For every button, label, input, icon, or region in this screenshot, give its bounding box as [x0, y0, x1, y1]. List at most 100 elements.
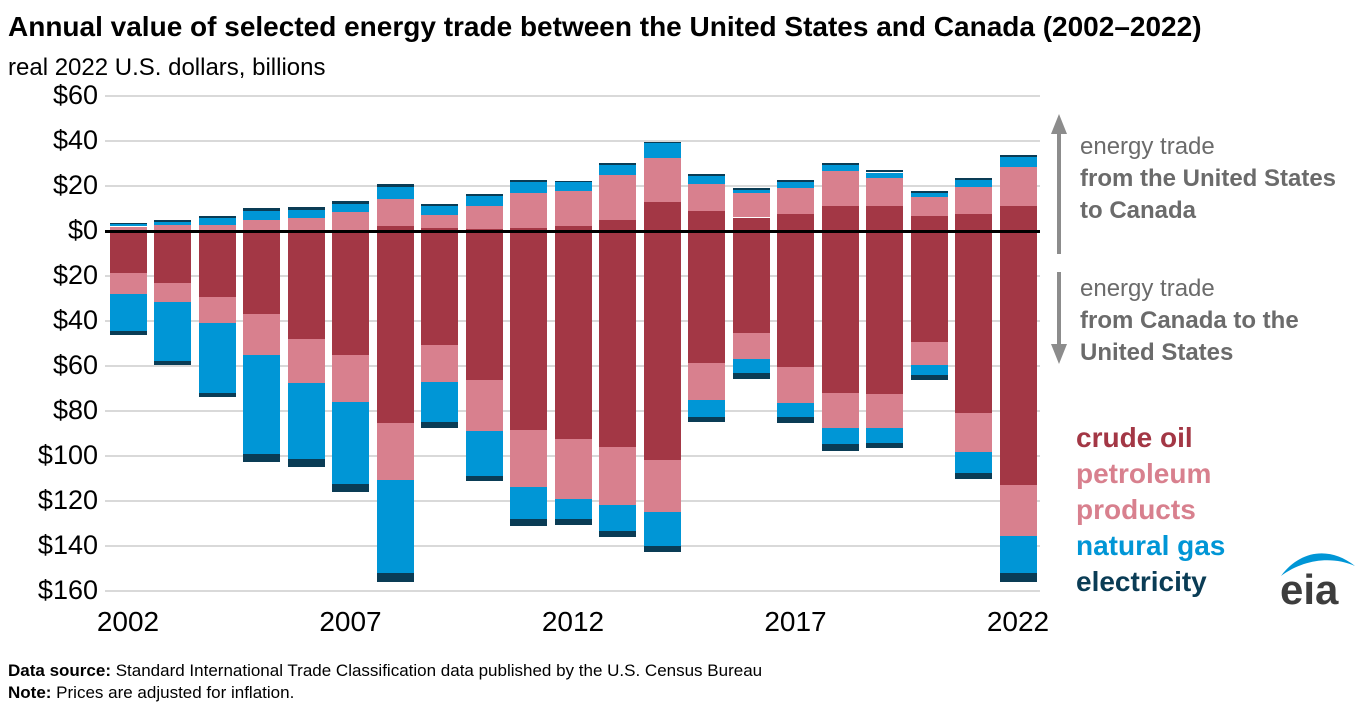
- bar-segment: [643, 201, 681, 231]
- bar-segment: [465, 379, 503, 431]
- annotation-imports-bold: from Canada to the United States: [1080, 307, 1299, 366]
- bar-segment: [332, 402, 369, 485]
- bar-segment: [510, 182, 547, 193]
- bar-segment: [510, 519, 547, 526]
- bar-segment: [243, 219, 280, 231]
- arrow-up-icon: [1051, 114, 1067, 254]
- bar-segment: [332, 484, 369, 493]
- bar-segment: [198, 323, 236, 393]
- bar-segment: [955, 231, 992, 414]
- bar-segment: [554, 438, 592, 499]
- bar-segment: [866, 231, 903, 394]
- bar-segment: [999, 485, 1037, 537]
- bar-segment: [198, 392, 236, 398]
- bar-segment: [999, 166, 1037, 206]
- bar-segment: [910, 365, 948, 375]
- bar-segment: [510, 486, 547, 520]
- bar-segment: [688, 362, 725, 400]
- bar-segment: [732, 333, 770, 359]
- bar-segment: [465, 430, 503, 476]
- bar-segment: [866, 170, 903, 173]
- bar-segment: [109, 273, 147, 295]
- bar-segment: [688, 210, 725, 231]
- bar-segment: [287, 231, 325, 339]
- bar-segment: [732, 217, 770, 231]
- bar-segment: [109, 224, 147, 227]
- y-axis-tick: $140: [37, 530, 98, 560]
- y-axis-tick: $20: [52, 260, 98, 290]
- bar-segment: [821, 170, 859, 206]
- bar-segment: [376, 480, 414, 573]
- y-axis-tick: $100: [37, 440, 98, 470]
- footer-source: Data source: Standard International Trad…: [8, 660, 762, 682]
- y-axis-tick: $160: [37, 575, 98, 605]
- bar-segment: [109, 231, 147, 274]
- footer-note-label: Note:: [8, 683, 52, 702]
- eia-logo-text: eia: [1280, 566, 1339, 612]
- bar-segment: [154, 282, 191, 303]
- bar-segment: [554, 519, 592, 525]
- bar-segment: [643, 158, 681, 202]
- arrow-down-icon: [1051, 272, 1067, 364]
- bar-segment: [866, 178, 903, 206]
- bar-segment: [643, 141, 681, 144]
- bar-segment: [955, 214, 992, 231]
- annotation-exports: energy trade from the United States to C…: [1080, 131, 1338, 227]
- bar-segment: [154, 221, 191, 226]
- gridline: [105, 95, 1040, 97]
- bar-segment: [109, 294, 147, 332]
- bar-segment: [421, 421, 458, 428]
- bar-segment: [821, 162, 859, 165]
- bar-segment: [910, 231, 948, 342]
- bar-segment: [287, 218, 325, 231]
- chart-subtitle: real 2022 U.S. dollars, billions: [8, 54, 326, 81]
- bar-segment: [421, 381, 458, 422]
- bar-segment: [732, 231, 770, 334]
- bar-segment: [688, 399, 725, 418]
- bar-segment: [777, 402, 814, 418]
- bar-segment: [554, 231, 592, 439]
- bar-segment: [777, 214, 814, 231]
- x-axis-tick: 2012: [541, 606, 605, 637]
- bar-segment: [866, 205, 903, 231]
- bar-segment: [688, 174, 725, 177]
- bar-segment: [866, 172, 903, 179]
- bar-segment: [287, 338, 325, 383]
- legend-item-crude-oil: crude oil: [1076, 422, 1193, 453]
- bar-segment: [688, 231, 725, 363]
- bar-segment: [554, 182, 592, 191]
- bar-segment: [688, 417, 725, 422]
- bar-segment: [643, 546, 681, 553]
- bar-segment: [421, 344, 458, 382]
- footer-note-text: Prices are adjusted for inflation.: [51, 683, 295, 702]
- bar-segment: [821, 231, 859, 393]
- bar-segment: [376, 231, 414, 424]
- x-axis-tick: 2017: [764, 606, 827, 637]
- bar-segment: [821, 164, 859, 171]
- annotation-imports: energy trade from Canada to the United S…: [1080, 273, 1338, 369]
- bar-segment: [599, 505, 636, 532]
- bar-segment: [376, 423, 414, 481]
- footer-source-label: Data source:: [8, 661, 111, 680]
- bar-segment: [287, 459, 325, 467]
- y-axis-tick: $20: [52, 170, 98, 200]
- bar-segment: [421, 206, 458, 216]
- bar-segment: [777, 366, 814, 403]
- bar-segment: [910, 375, 948, 381]
- bar-segment: [866, 443, 903, 449]
- x-axis-tick: 2022: [986, 606, 1050, 637]
- bar-segment: [332, 203, 369, 213]
- bar-segment: [955, 180, 992, 187]
- bar-segment: [243, 313, 280, 355]
- x-axis-tick: 2002: [96, 606, 160, 637]
- bar-segment: [777, 188, 814, 215]
- bar-segment: [866, 393, 903, 429]
- bar-segment: [154, 219, 191, 222]
- bar-segment: [999, 205, 1037, 231]
- bar-segment: [465, 228, 503, 231]
- bar-segment: [955, 473, 992, 480]
- bar-segment: [777, 231, 814, 367]
- y-axis-tick: $40: [52, 305, 98, 335]
- bar-segment: [599, 531, 636, 537]
